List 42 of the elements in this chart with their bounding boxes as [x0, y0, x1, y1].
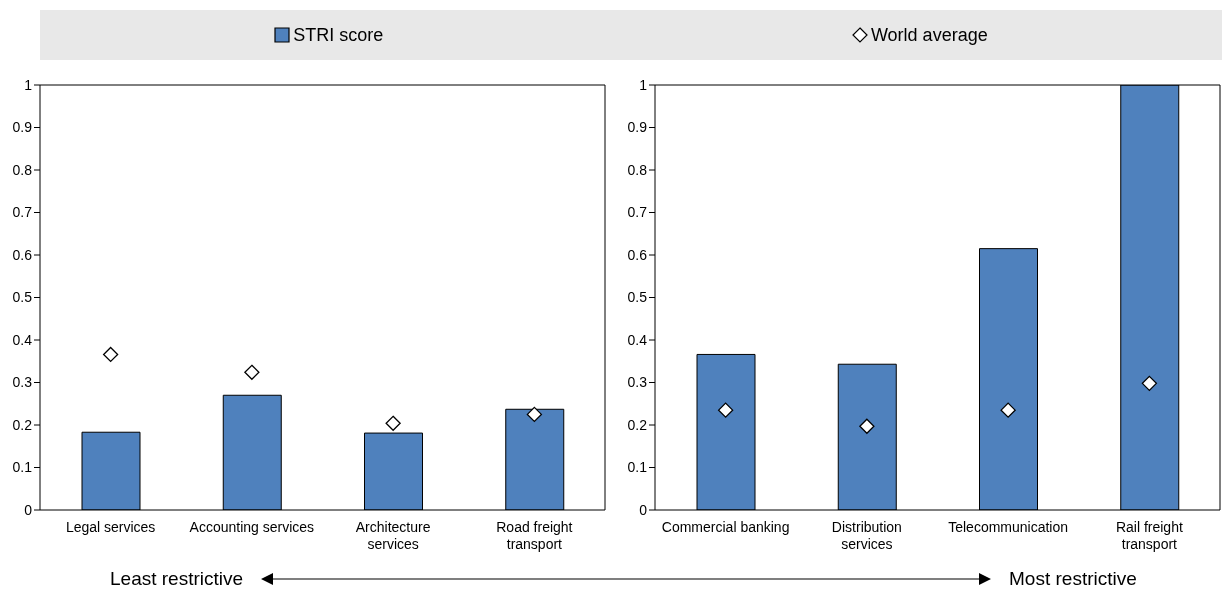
point [244, 364, 260, 380]
x-tick-label: Rail freight transport [1115, 519, 1183, 552]
x-tick-label: Telecommunication [948, 519, 1069, 535]
y-tick-label: 0.8 [12, 161, 33, 178]
y-tick-label: 1 [639, 76, 648, 93]
point [1000, 402, 1016, 418]
x-tick-label: Distribution services [831, 519, 902, 552]
legend-label: STRI score [293, 24, 384, 46]
y-tick-label: 0.6 [12, 246, 33, 263]
legend-label: World average [870, 24, 988, 46]
y-tick-label: 0.3 [12, 374, 33, 391]
y-tick-label: 0.4 [627, 331, 648, 348]
point [859, 418, 875, 434]
x-tick-label: Legal services [65, 519, 156, 535]
x-tick-label: Commercial banking [661, 519, 790, 535]
text: Most restrictive [1009, 568, 1137, 590]
y-tick-label: 0.7 [627, 204, 648, 221]
y-tick-label: 0 [639, 501, 648, 518]
y-tick-label: 0.5 [627, 289, 648, 306]
y-tick-label: 0 [24, 501, 33, 518]
y-tick-label: 0.3 [627, 374, 648, 391]
point [717, 402, 734, 418]
y-tick-label: 0.5 [12, 289, 33, 306]
x-tick-label: Architecture services [355, 519, 431, 552]
y-tick-label: 0.6 [627, 246, 648, 263]
y-tick-label: 0.7 [12, 204, 33, 221]
text: Least restrictive [110, 568, 244, 590]
y-tick-label: 0.2 [12, 416, 33, 433]
y-tick-label: 0.4 [12, 331, 33, 348]
y-tick-label: 0.9 [627, 119, 648, 136]
y-tick-label: 0.1 [12, 459, 33, 476]
y-tick-label: 0.9 [12, 119, 33, 136]
y-tick-label: 1 [24, 76, 33, 93]
x-tick-label: Accounting services [189, 519, 315, 535]
y-tick-label: 0.1 [627, 459, 648, 476]
point [526, 406, 543, 423]
point [1141, 375, 1158, 391]
y-tick-label: 0.2 [627, 416, 648, 433]
x-tick-label: Road freight transport [496, 519, 573, 552]
point [385, 415, 401, 431]
y-tick-label: 0.8 [627, 161, 648, 178]
point [102, 346, 119, 363]
